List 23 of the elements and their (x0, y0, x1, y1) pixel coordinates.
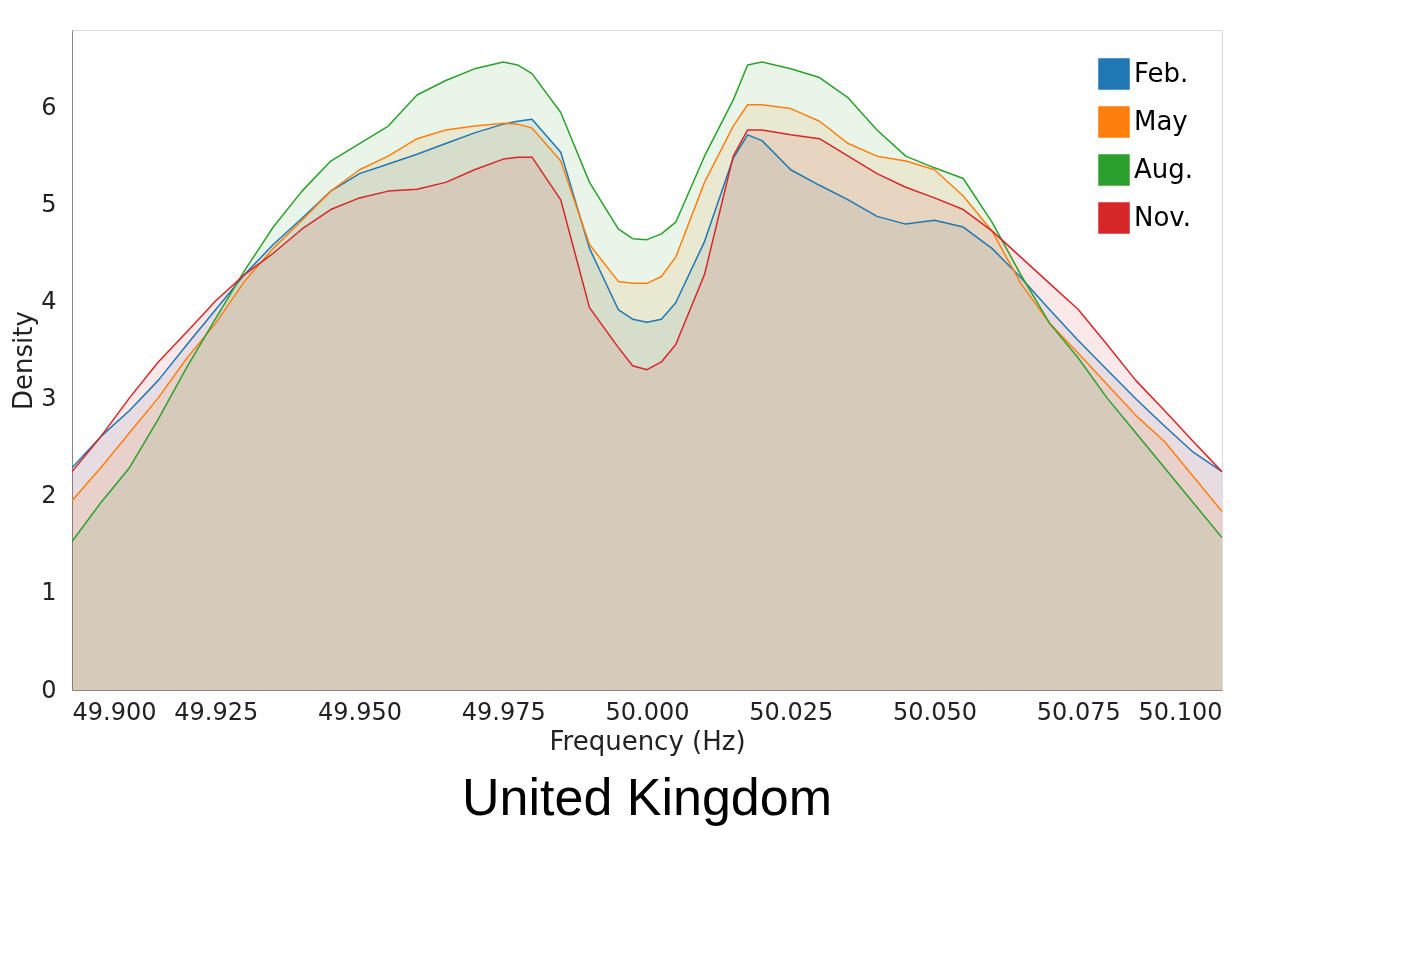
y-axis-title: Density (8, 311, 39, 410)
x-axis-title: Frequency (Hz) (549, 725, 746, 756)
y-tick-label: 5 (41, 190, 57, 219)
y-tick-label: 3 (41, 384, 57, 413)
x-tick-label: 50.075 (1036, 697, 1121, 726)
x-tick-label: 50.000 (605, 697, 690, 726)
y-tick-label: 1 (41, 578, 57, 607)
legend-label: Aug. (1134, 154, 1194, 184)
legend-label: Nov. (1134, 202, 1191, 232)
y-tick-label: 4 (41, 287, 57, 316)
y-tick-label: 6 (41, 93, 57, 122)
x-tick-label: 49.900 (72, 697, 157, 726)
text: United Kingdom (462, 768, 832, 826)
y-tick-label: 0 (41, 675, 57, 704)
legend-label: May (1134, 106, 1188, 136)
x-tick-label: 49.950 (318, 697, 402, 726)
x-tick-label: 50.050 (893, 697, 977, 726)
legend-label: Feb. (1134, 58, 1189, 88)
x-tick-label: 50.100 (1138, 697, 1223, 726)
x-tick-label: 50.025 (749, 697, 834, 726)
x-tick-label: 49.975 (461, 697, 546, 726)
x-tick-label: 49.925 (174, 697, 259, 726)
y-tick-label: 2 (41, 481, 57, 510)
